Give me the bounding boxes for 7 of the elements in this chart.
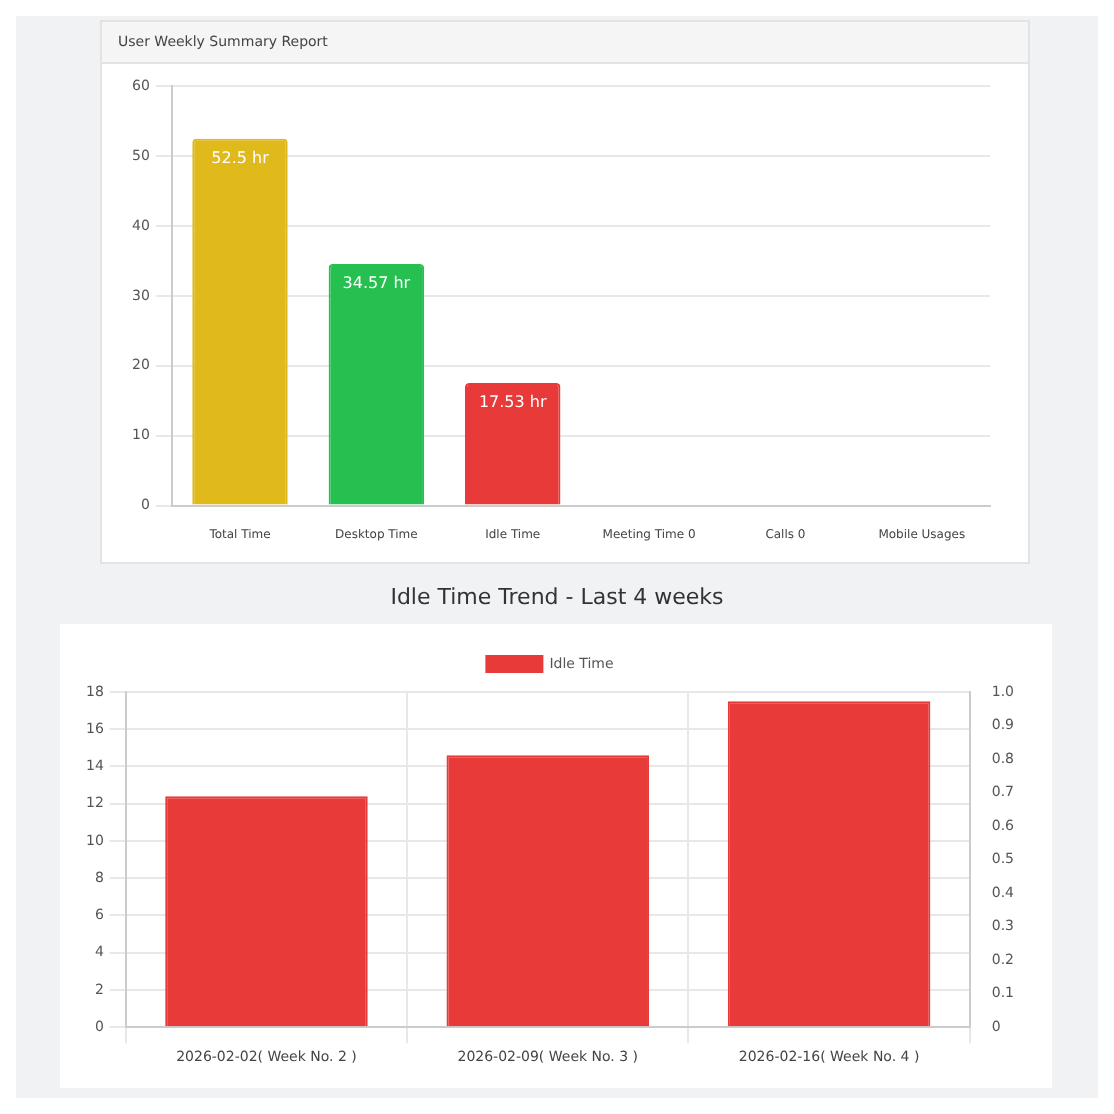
data-label: 52.5 hr	[211, 148, 271, 167]
data-label: 34.57 hr	[342, 274, 412, 293]
chart-title: Idle Time Trend - Last 4 weeks	[388, 584, 726, 610]
bar	[446, 755, 650, 1027]
data-label: 17.53 hr	[478, 393, 548, 412]
bar	[165, 796, 368, 1027]
bar	[727, 701, 931, 1027]
